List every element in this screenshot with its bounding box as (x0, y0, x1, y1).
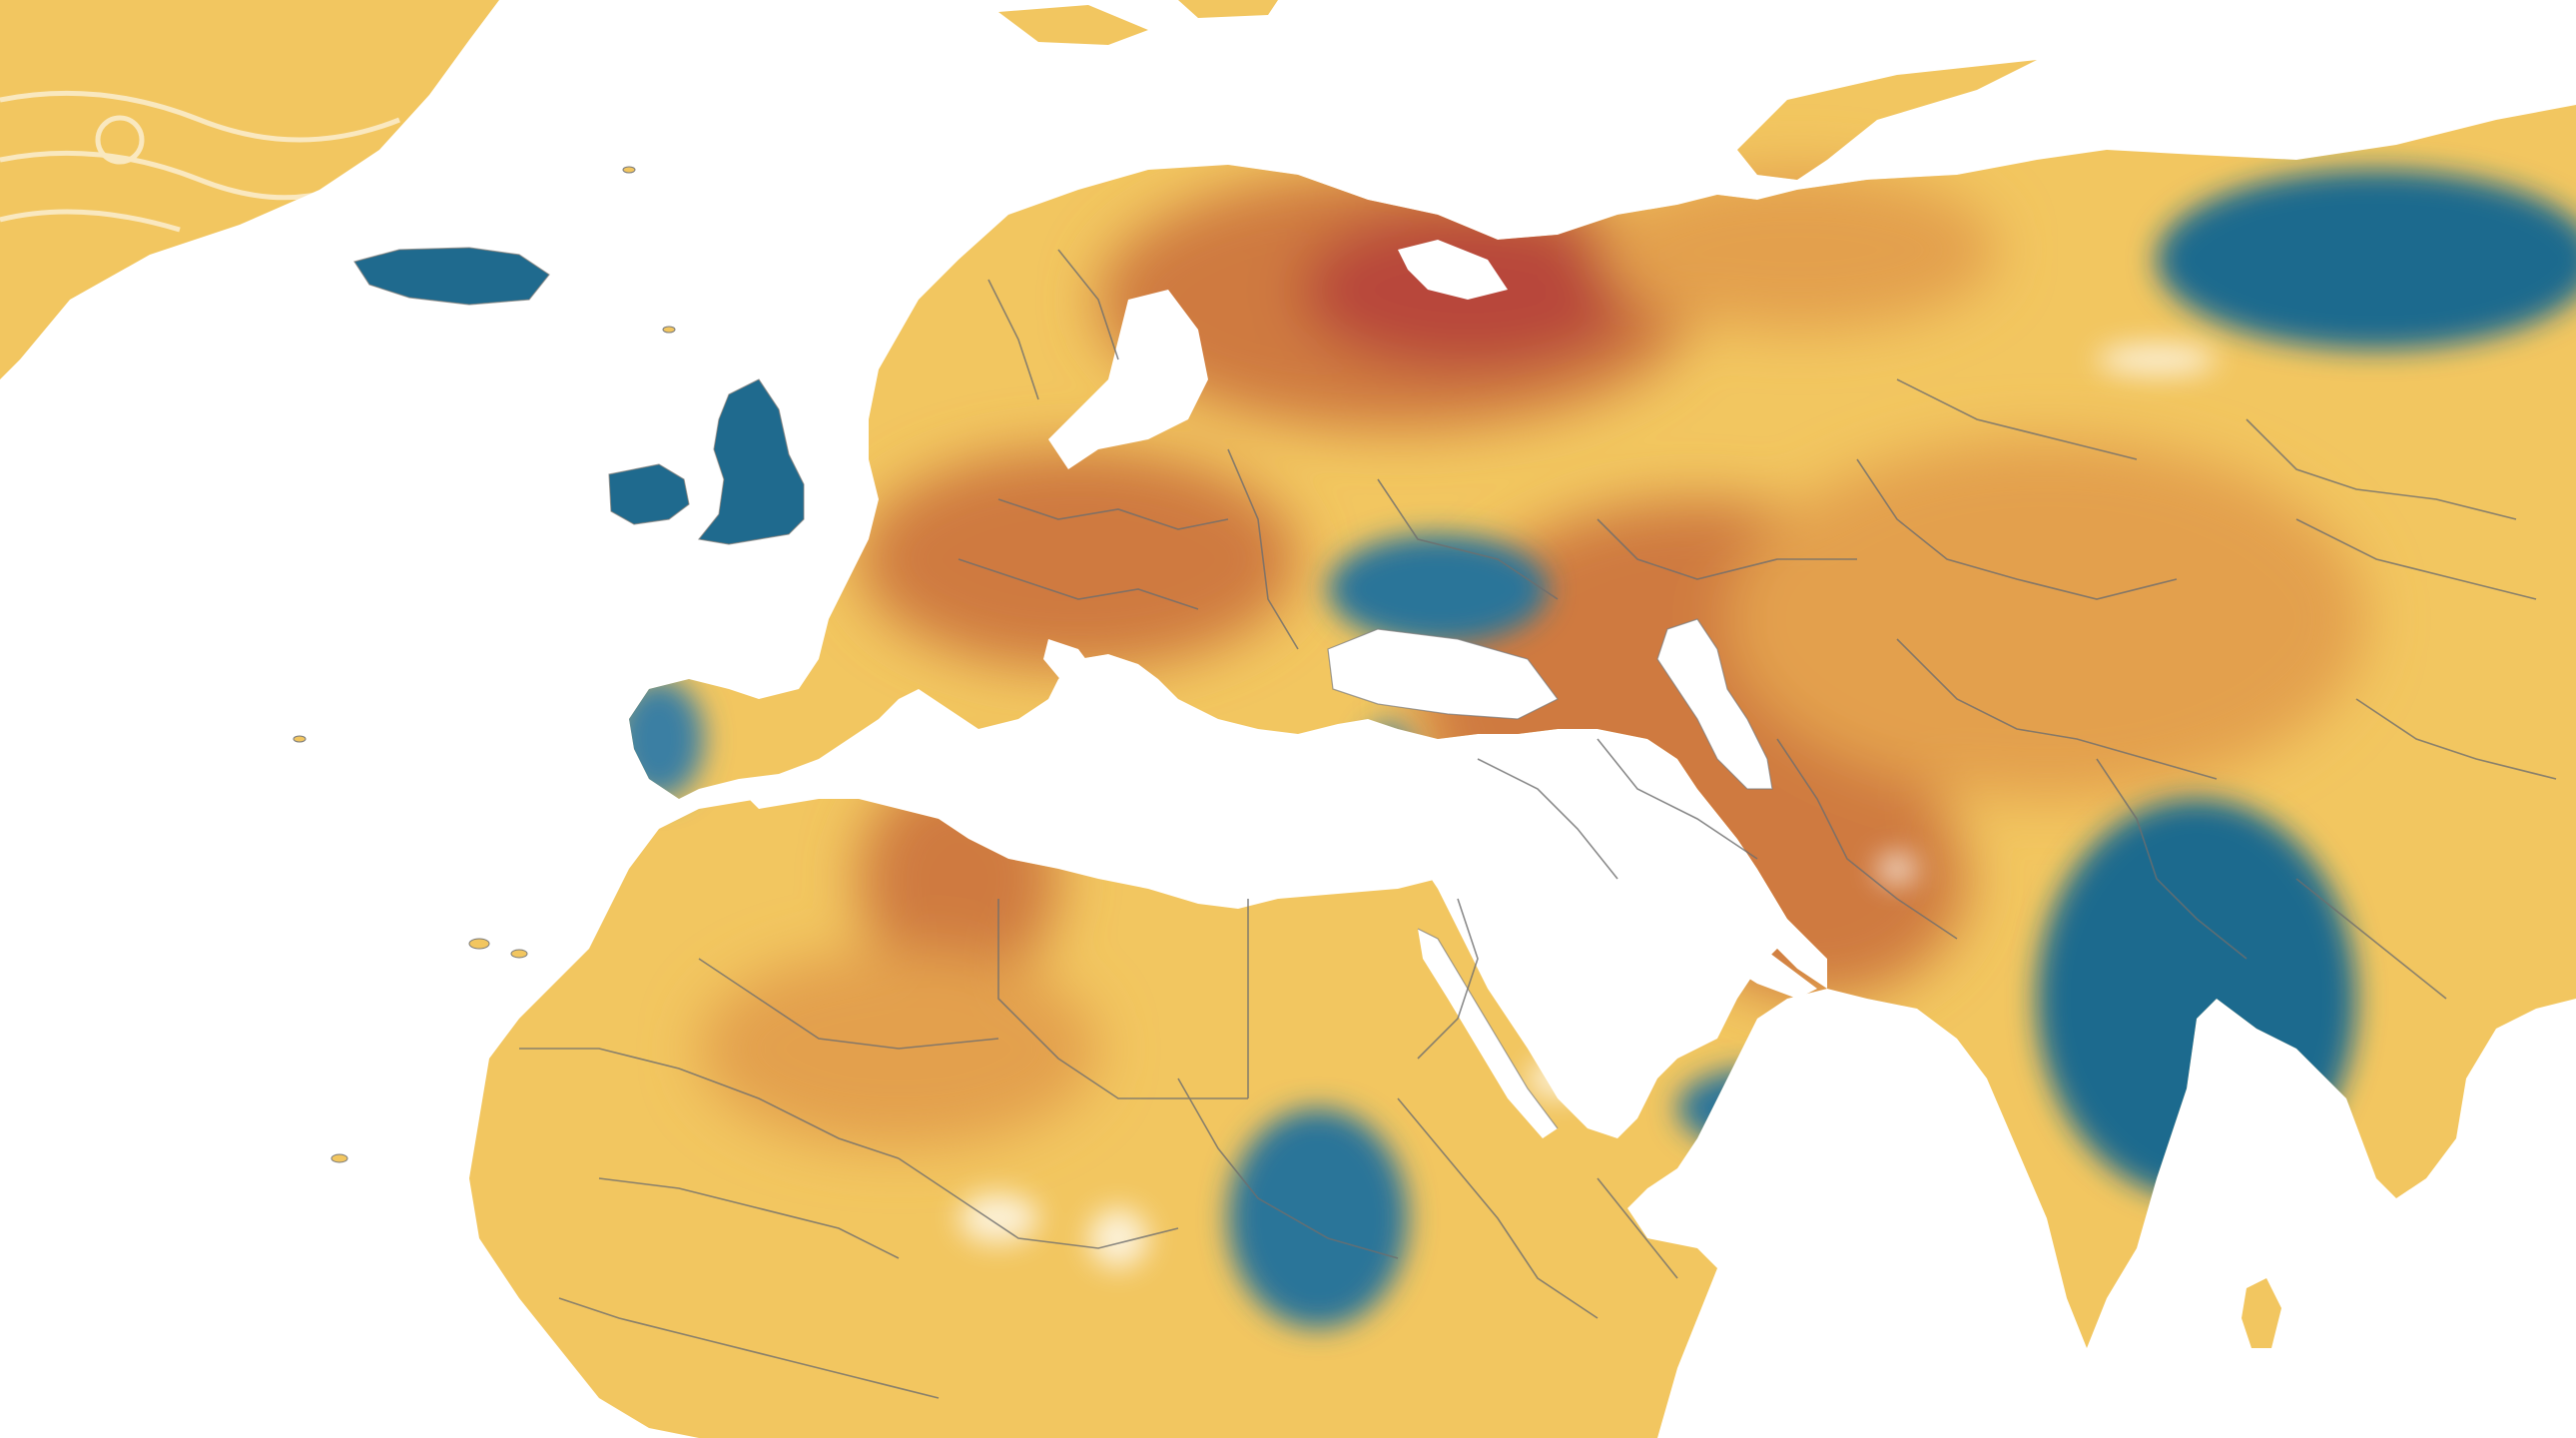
warm-zone-central-europe (859, 449, 1298, 669)
red-sea (1418, 929, 1558, 1138)
mediterranean-sea (739, 759, 1438, 899)
coastlines (353, 247, 1773, 1129)
caspian-sea (1657, 619, 1772, 789)
white-sea (1398, 240, 1508, 300)
britain-cool (699, 379, 804, 544)
small-islands (293, 166, 676, 1163)
cool-zone-black-sea (1328, 534, 1548, 644)
persian-gulf (1697, 919, 1817, 999)
warm-zone-central-asia (1727, 439, 2366, 799)
cool-zone-south-sudan (1228, 1108, 1408, 1328)
adriatic-sea (1043, 639, 1138, 744)
cool-zone-east-siberia (2157, 170, 2576, 350)
baltic-sea (1048, 290, 1208, 469)
country-borders (519, 249, 2557, 1399)
iceland-cool (354, 248, 549, 305)
warm-zone-siberia (1598, 170, 1997, 330)
ireland-cool (609, 464, 689, 524)
